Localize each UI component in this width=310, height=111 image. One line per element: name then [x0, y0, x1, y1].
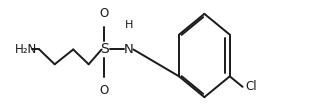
Text: Cl: Cl — [245, 80, 257, 93]
Text: H: H — [125, 20, 133, 30]
Text: O: O — [100, 7, 109, 20]
Text: H₂N: H₂N — [15, 43, 37, 56]
Text: S: S — [100, 43, 108, 56]
Text: N: N — [124, 43, 134, 56]
Text: O: O — [100, 84, 109, 97]
